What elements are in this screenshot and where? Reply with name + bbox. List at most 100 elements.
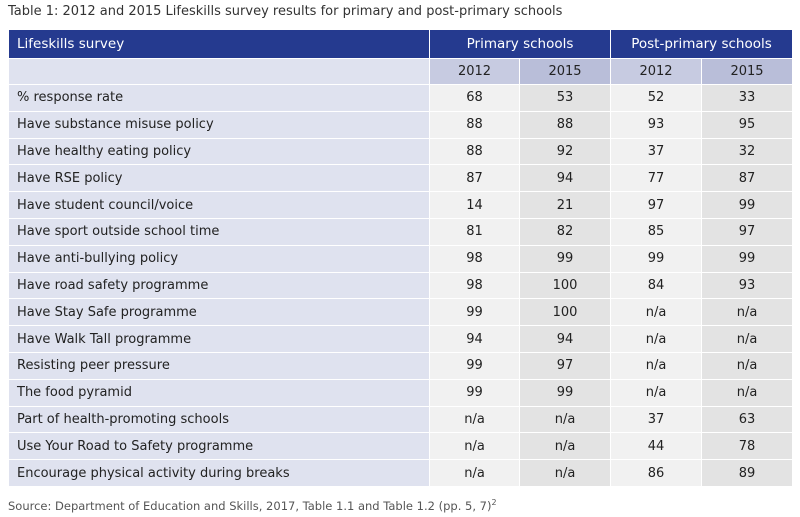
table-cell: n/a <box>610 378 702 407</box>
row-label: Have student council/voice <box>8 191 430 219</box>
row-label: Have Stay Safe programme <box>8 298 430 327</box>
table-cell: 82 <box>519 217 611 246</box>
table-header-row: Lifeskills survey Primary schools Post-p… <box>8 29 793 59</box>
table-cell: 53 <box>519 84 611 112</box>
row-label: The food pyramid <box>8 378 430 407</box>
table-cell: n/a <box>701 378 793 407</box>
source-footnote-marker: 2 <box>491 498 497 507</box>
table-cell: 88 <box>429 137 520 166</box>
table-cell: n/a <box>610 351 702 380</box>
row-label: Have road safety programme <box>8 271 430 300</box>
table-cell: 32 <box>701 137 793 166</box>
table-cell: 97 <box>519 351 611 380</box>
row-label: Have Walk Tall programme <box>8 325 430 353</box>
row-label: Resisting peer pressure <box>8 351 430 380</box>
table-body: % response rate 68 53 52 33 Have substance mi… <box>8 84 793 487</box>
row-label: Part of health-promoting schools <box>8 405 430 434</box>
lifeskills-table: Lifeskills survey Primary schools Post-p… <box>8 29 793 487</box>
table-cell: n/a <box>701 351 793 380</box>
year-post-primary-2012: 2012 <box>610 58 702 85</box>
table-cell: 52 <box>610 84 702 112</box>
table-cell: n/a <box>429 459 520 487</box>
table-cell: 94 <box>519 325 611 353</box>
table-cell: n/a <box>429 405 520 434</box>
source-note: Source: Department of Education and Skil… <box>8 498 497 513</box>
table-cell: 44 <box>610 432 702 461</box>
header-primary-schools: Primary schools <box>429 29 611 59</box>
table-cell: 97 <box>610 191 702 219</box>
table-cell: 99 <box>519 244 611 273</box>
table-cell: 95 <box>701 110 793 139</box>
table-row: Have student council/voice 14 21 97 99 <box>8 191 793 219</box>
table-row: Have RSE policy 87 94 77 87 <box>8 164 793 193</box>
table-cell: 99 <box>519 378 611 407</box>
table-row: Have substance misuse policy 88 88 93 95 <box>8 110 793 139</box>
table-cell: n/a <box>519 405 611 434</box>
year-primary-2012: 2012 <box>429 58 520 85</box>
table-row: Have road safety programme 98 100 84 93 <box>8 271 793 300</box>
table-cell: 99 <box>701 191 793 219</box>
row-label: Have sport outside school time <box>8 217 430 246</box>
table-cell: 78 <box>701 432 793 461</box>
table-cell: 63 <box>701 405 793 434</box>
year-header-row: 2012 2015 2012 2015 <box>8 58 793 85</box>
table-row: Part of health-promoting schools n/a n/a 37… <box>8 405 793 434</box>
table-row: % response rate 68 53 52 33 <box>8 84 793 112</box>
table-cell: 98 <box>429 244 520 273</box>
table-row: Have Walk Tall programme 94 94 n/a n/a <box>8 325 793 353</box>
row-label: Have healthy eating policy <box>8 137 430 166</box>
row-label: Use Your Road to Safety programme <box>8 432 430 461</box>
table-cell: 93 <box>701 271 793 300</box>
table-cell: 33 <box>701 84 793 112</box>
row-label: Encourage physical activity during break… <box>8 459 430 487</box>
table-cell: 99 <box>429 351 520 380</box>
table-row: Use Your Road to Safety programme n/a n/a 4… <box>8 432 793 461</box>
table-cell: n/a <box>701 298 793 327</box>
table-cell: 99 <box>429 298 520 327</box>
table-row: Have healthy eating policy 88 92 37 32 <box>8 137 793 166</box>
year-primary-2015: 2015 <box>519 58 611 85</box>
table-cell: 77 <box>610 164 702 193</box>
table-cell: 37 <box>610 137 702 166</box>
table-row: Encourage physical activity during break… <box>8 459 793 487</box>
table-cell: n/a <box>519 459 611 487</box>
table-cell: 86 <box>610 459 702 487</box>
table-cell: 92 <box>519 137 611 166</box>
table-cell: 88 <box>429 110 520 139</box>
table-cell: n/a <box>429 432 520 461</box>
table-cell: n/a <box>610 298 702 327</box>
row-label: % response rate <box>8 84 430 112</box>
table-cell: 88 <box>519 110 611 139</box>
table-cell: 99 <box>429 378 520 407</box>
header-post-primary-schools: Post-primary schools <box>610 29 793 59</box>
table-cell: 21 <box>519 191 611 219</box>
table-cell: 100 <box>519 298 611 327</box>
table-cell: 89 <box>701 459 793 487</box>
table-caption: Table 1: 2012 and 2015 Lifeskills survey… <box>8 4 563 19</box>
table-cell: 85 <box>610 217 702 246</box>
table-cell: 37 <box>610 405 702 434</box>
table-cell: 84 <box>610 271 702 300</box>
table-cell: 97 <box>701 217 793 246</box>
row-label: Have RSE policy <box>8 164 430 193</box>
row-label: Have substance misuse policy <box>8 110 430 139</box>
year-post-primary-2015: 2015 <box>701 58 793 85</box>
table-cell: 99 <box>701 244 793 273</box>
table-cell: 87 <box>429 164 520 193</box>
table-row: The food pyramid 99 99 n/a n/a <box>8 378 793 407</box>
source-text: Source: Department of Education and Skil… <box>8 498 492 513</box>
table-cell: 94 <box>519 164 611 193</box>
table-cell: 99 <box>610 244 702 273</box>
table-row: Resisting peer pressure 99 97 n/a n/a <box>8 351 793 380</box>
year-header-spacer <box>8 58 430 85</box>
table-cell: 94 <box>429 325 520 353</box>
table-cell: 98 <box>429 271 520 300</box>
table-cell: 100 <box>519 271 611 300</box>
table-cell: n/a <box>519 432 611 461</box>
table-cell: 68 <box>429 84 520 112</box>
table-row: Have sport outside school time 81 82 85 97 <box>8 217 793 246</box>
table-cell: 81 <box>429 217 520 246</box>
header-survey-label: Lifeskills survey <box>8 29 430 59</box>
table-row: Have anti-bullying policy 98 99 99 99 <box>8 244 793 273</box>
table-cell: n/a <box>610 325 702 353</box>
